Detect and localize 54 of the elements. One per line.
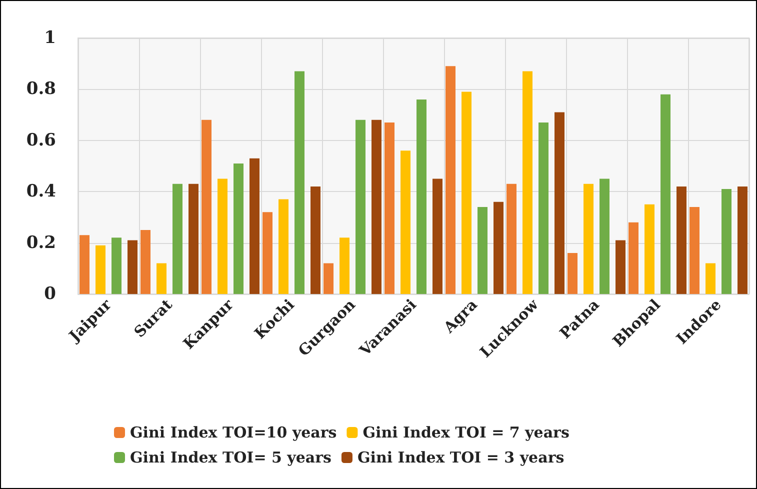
- bar: [522, 71, 532, 294]
- bar: [356, 120, 366, 294]
- y-tick-label: 0: [44, 284, 56, 304]
- bar: [96, 245, 106, 294]
- bar: [202, 120, 212, 294]
- bar: [234, 163, 244, 294]
- bar: [310, 186, 320, 294]
- bar: [738, 186, 748, 294]
- bar: [722, 189, 732, 294]
- bar: [538, 122, 548, 294]
- bar: [462, 92, 472, 294]
- bar: [494, 202, 504, 294]
- y-tick-label: 0.8: [26, 79, 56, 100]
- bar: [156, 263, 166, 294]
- bar: [172, 184, 182, 294]
- legend-label: Gini Index TOI=10 years: [130, 424, 337, 442]
- bar: [294, 71, 304, 294]
- bar: [644, 204, 654, 294]
- bar: [600, 178, 610, 294]
- legend-label: Gini Index TOI = 3 years: [357, 448, 564, 466]
- bar: [628, 222, 638, 294]
- bar: [616, 240, 626, 294]
- bar: [506, 184, 516, 294]
- bar: [478, 206, 488, 294]
- bar: [340, 238, 350, 294]
- bar: [324, 263, 334, 294]
- bar: [584, 184, 594, 294]
- legend-label: Gini Index TOI = 7 years: [362, 424, 570, 442]
- bar: [568, 253, 578, 294]
- bar: [262, 212, 272, 294]
- bar: [706, 263, 716, 294]
- bar: [446, 66, 456, 294]
- bar: [140, 230, 150, 294]
- bar: [432, 178, 442, 294]
- bar: [278, 199, 288, 294]
- bar: [400, 150, 410, 294]
- bar: [188, 184, 198, 294]
- bar: [690, 206, 700, 294]
- bar: [112, 238, 122, 294]
- bar: [80, 235, 90, 294]
- bar: [416, 99, 426, 294]
- bar: [554, 112, 564, 294]
- bar: [384, 122, 394, 294]
- bar: [128, 240, 138, 294]
- y-tick-label: 1: [44, 28, 56, 48]
- y-tick-label: 0.2: [26, 232, 56, 253]
- bar: [250, 158, 260, 294]
- bar: [660, 94, 670, 294]
- legend-label: Gini Index TOI= 5 years: [130, 448, 332, 466]
- bar: [676, 186, 686, 294]
- bar: [218, 178, 228, 294]
- bar: [372, 120, 382, 294]
- y-tick-label: 0.4: [26, 182, 56, 202]
- y-tick-label: 0.6: [26, 130, 56, 150]
